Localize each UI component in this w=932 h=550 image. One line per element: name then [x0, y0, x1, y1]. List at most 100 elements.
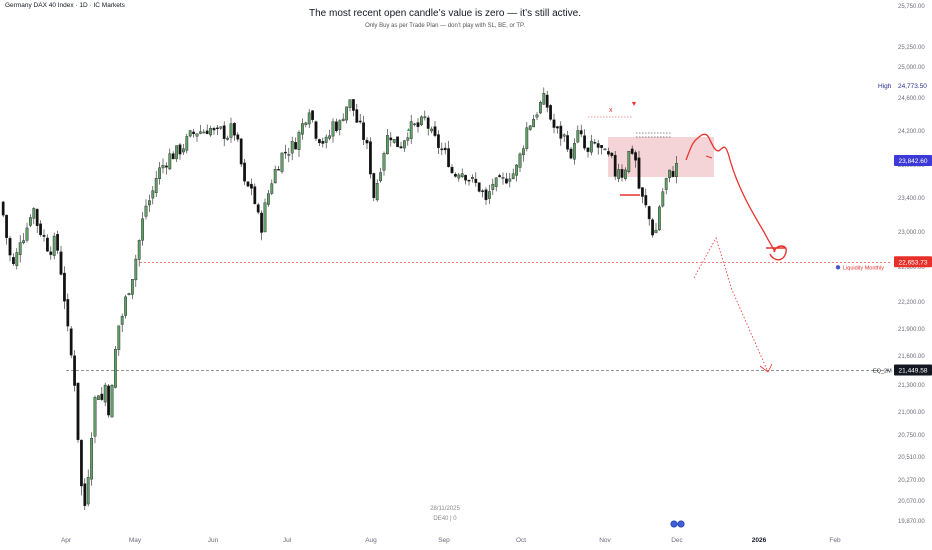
candle-body [409, 121, 413, 139]
candle-body [654, 229, 658, 234]
x-tick-label: Aug [365, 537, 377, 544]
current-price-tag: 23,842.60 [899, 158, 928, 165]
candle-body [450, 166, 454, 174]
candle-body [474, 178, 478, 183]
x-tick-label: Sep [438, 537, 450, 544]
candle-body [420, 116, 423, 126]
candle-body [161, 165, 165, 169]
candle-body [134, 258, 138, 281]
candle-body [532, 119, 536, 128]
footer-date: 28/11/2025 [430, 506, 460, 512]
candle-body [181, 148, 185, 153]
candle-body [539, 102, 542, 114]
candle-body [69, 328, 73, 356]
x-tick-label: Nov [599, 537, 611, 544]
candle-body [528, 125, 532, 130]
candle-body [535, 114, 539, 118]
candle-body [457, 174, 461, 179]
candle-body [124, 296, 128, 316]
alt-scenario-path [693, 236, 769, 373]
candle-body [671, 170, 675, 177]
liquidity-price-tag-bg [894, 256, 932, 268]
candle-body [120, 316, 124, 325]
candle-body [603, 148, 607, 151]
candle-body [22, 240, 25, 244]
candle-body [379, 172, 382, 182]
candle-body [484, 189, 488, 201]
candle-body [508, 178, 512, 182]
candle-body [437, 134, 440, 149]
candle-body [627, 151, 631, 172]
candle-body [304, 122, 308, 125]
candle-body [488, 191, 491, 199]
candle-body [263, 202, 267, 233]
candle-body [328, 135, 331, 139]
candle-body [277, 169, 280, 171]
candle-body [56, 234, 60, 251]
candle-body [658, 206, 661, 231]
candle-body [73, 355, 77, 386]
y-tick-label: 22,600.00 [898, 265, 925, 271]
candle-body [369, 141, 372, 175]
candle-body [117, 325, 121, 350]
alt-arrowhead [759, 363, 773, 373]
y-tick-label: 22,200.00 [898, 300, 925, 306]
candle-body [39, 223, 43, 236]
candle-body [399, 146, 403, 149]
y-tick-label: 21,900.00 [898, 327, 925, 333]
candle-body [556, 126, 559, 129]
candle-body [460, 173, 464, 178]
candle-body [545, 94, 549, 108]
candle-body [467, 179, 471, 182]
x-tick-label: Jun [208, 537, 219, 544]
candle-body [260, 212, 263, 233]
candle-body [301, 123, 304, 135]
candle-body [569, 148, 573, 159]
y-tick-label: 24,200.00 [898, 129, 925, 135]
candle-body [188, 130, 192, 137]
candle-body [5, 214, 9, 238]
candle-body [372, 173, 376, 199]
candle-body [314, 121, 318, 139]
liquidity-monthly-label: Liquidity Monthly [843, 265, 884, 271]
candle-body [443, 147, 447, 151]
candle-body [318, 139, 321, 144]
y-tick-label: 24,600.00 [898, 96, 925, 102]
candle-body [90, 438, 94, 480]
y-tick-label: 21,300.00 [898, 383, 925, 389]
candle-body [617, 169, 621, 179]
candle-body [110, 385, 114, 418]
candle-body [287, 154, 291, 156]
candle-body [103, 384, 107, 403]
candle-body [501, 177, 505, 179]
candle-body [440, 148, 444, 151]
projected-tick [705, 155, 713, 159]
candle-body [76, 382, 80, 440]
candle-body [491, 183, 495, 190]
candle-body [668, 169, 672, 179]
candle-body [433, 126, 437, 136]
candle-body [562, 134, 566, 137]
candle-body [664, 178, 668, 190]
y-tick-label: 21,000.00 [898, 410, 925, 416]
candle-body [647, 206, 651, 220]
candle-body [137, 240, 141, 260]
candle-body [362, 122, 365, 140]
candle-body [185, 136, 189, 151]
candle-body [192, 131, 195, 134]
candle-body [481, 190, 484, 192]
candle-body [607, 151, 610, 155]
candle-body [164, 165, 168, 168]
candle-body [249, 183, 253, 189]
candle-body [83, 483, 87, 506]
candle-body [348, 99, 352, 108]
candle-body [66, 299, 70, 327]
y-tick-label: 19,870.00 [898, 519, 925, 525]
candle-body [430, 128, 433, 132]
candle-body [79, 439, 83, 487]
current-price-tag-bg [894, 155, 932, 166]
candle-body [222, 125, 226, 139]
symbol-title: Germany DAX 40 Index · 1D · IC Markets [5, 2, 125, 9]
candle-body [661, 191, 665, 207]
